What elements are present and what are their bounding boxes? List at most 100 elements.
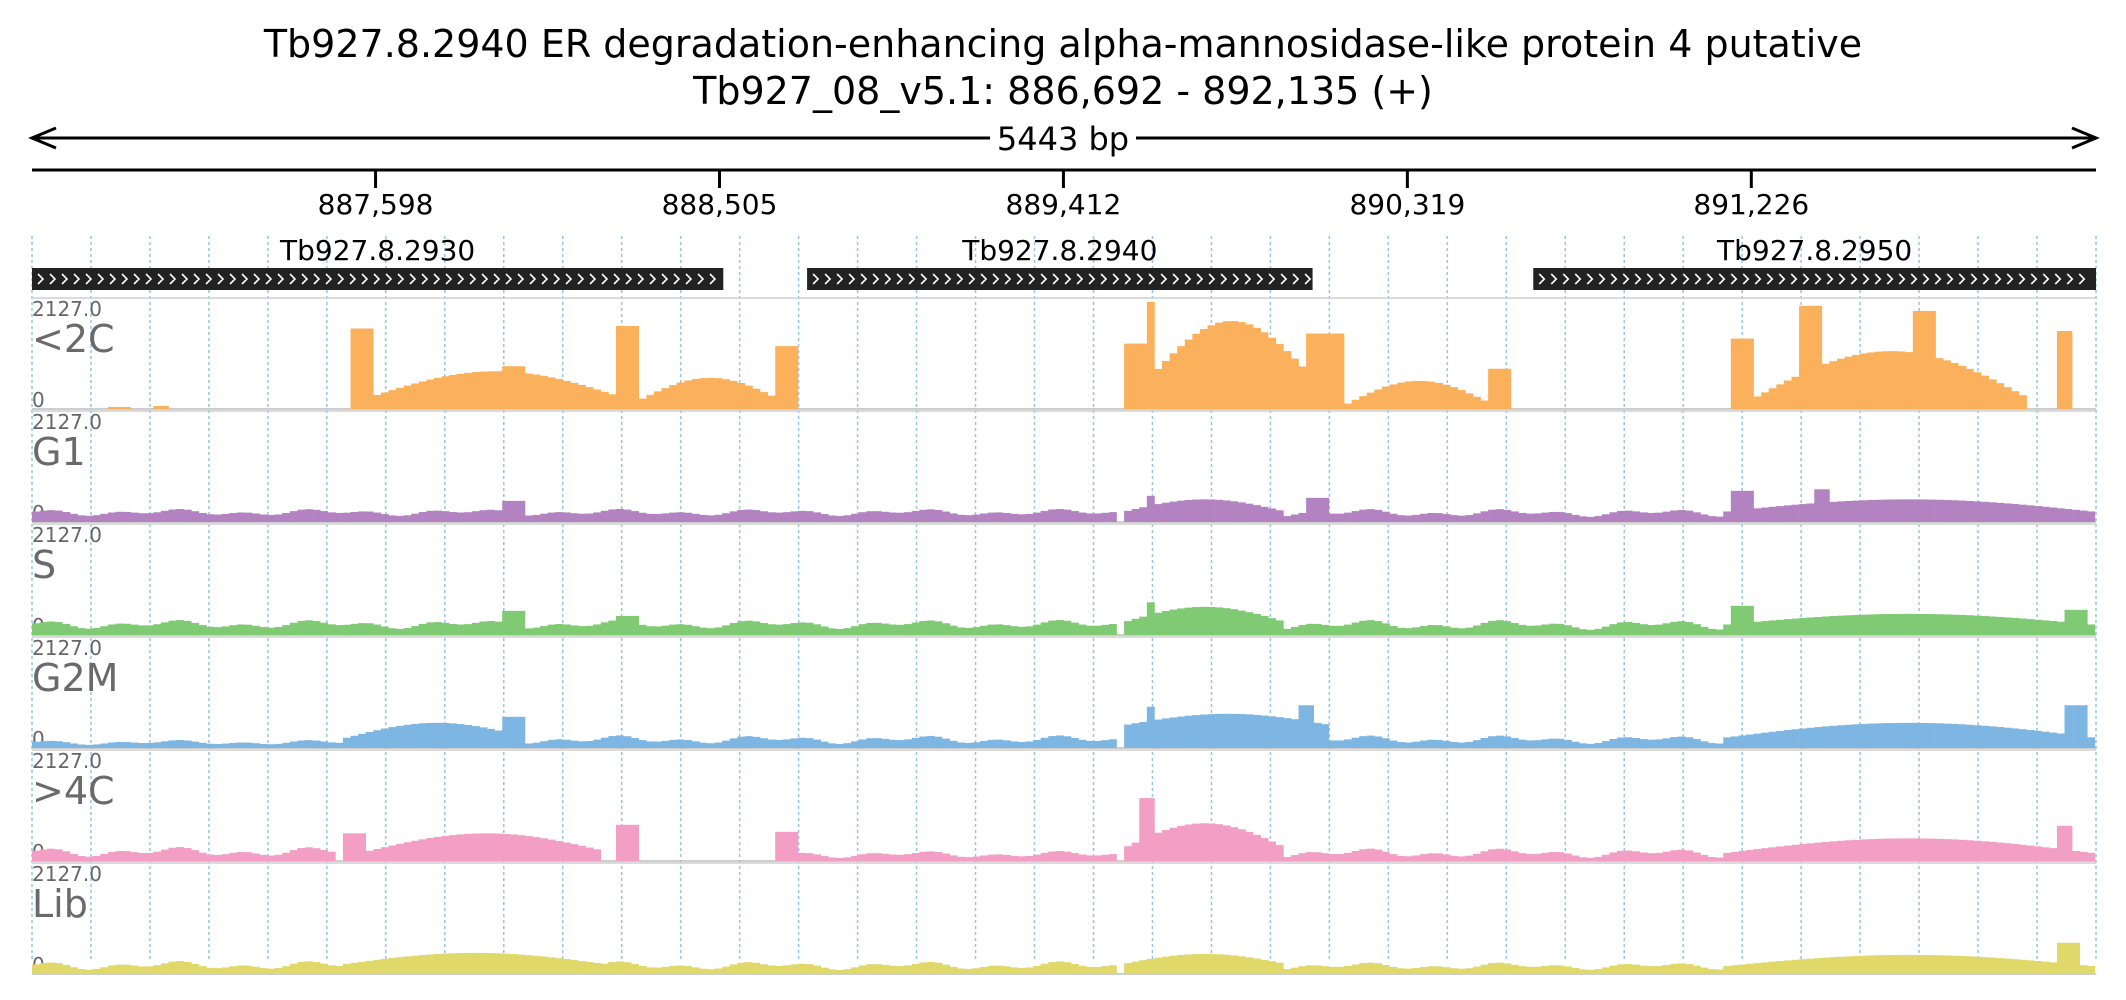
coverage-bar xyxy=(267,514,275,522)
coverage-bar xyxy=(509,954,518,974)
coverage-bar xyxy=(1928,838,1936,861)
coverage-bar xyxy=(805,738,814,748)
coverage-bar xyxy=(494,833,503,861)
coverage-bar xyxy=(1268,841,1277,861)
coverage-bar xyxy=(1662,738,1671,748)
coverage-bar xyxy=(631,511,640,522)
coverage-bar xyxy=(2011,504,2020,522)
coverage-bar xyxy=(1594,516,1603,522)
coverage-bar xyxy=(2079,705,2088,748)
coverage-bar xyxy=(2072,509,2080,522)
coverage-bar xyxy=(1594,743,1603,748)
coverage-bar xyxy=(1328,966,1337,974)
coverage-bar xyxy=(1283,516,1292,522)
coverage-bar xyxy=(851,513,859,522)
coverage-bar xyxy=(1162,502,1170,522)
coverage-bar xyxy=(1177,608,1186,635)
coverage-bar xyxy=(934,509,943,522)
coverage-bar xyxy=(1548,738,1557,748)
coverage-bar xyxy=(259,968,268,974)
coverage-bar xyxy=(168,740,177,748)
coverage-bar xyxy=(2026,619,2035,635)
coverage-bar xyxy=(843,628,852,635)
coverage-bar xyxy=(2049,507,2058,522)
coverage-bar xyxy=(562,380,571,409)
coverage-bar xyxy=(790,738,799,748)
coverage-bar xyxy=(183,509,192,522)
coverage-bar xyxy=(555,512,564,522)
coverage-bar xyxy=(1852,354,1861,409)
ruler-length-label: 5443 bp xyxy=(997,120,1129,158)
coverage-bar xyxy=(39,741,48,748)
coverage-bar xyxy=(904,854,913,861)
coverage-bar xyxy=(1162,611,1170,635)
coverage-bar xyxy=(1025,855,1034,861)
coverage-bar xyxy=(1852,614,1861,635)
coverage-bar xyxy=(2064,705,2073,748)
coverage-bar xyxy=(1632,851,1641,861)
coverage-bar xyxy=(441,723,450,748)
coverage-bar xyxy=(1783,619,1792,635)
coverage-bar xyxy=(1253,834,1261,861)
coverage-bar xyxy=(1928,955,1936,974)
coverage-bar xyxy=(600,391,609,409)
coverage-bar xyxy=(1359,509,1368,522)
coverage-bar xyxy=(1715,516,1724,522)
coverage-bar xyxy=(1184,715,1193,748)
coverage-bar xyxy=(115,511,124,522)
coverage-bar xyxy=(2041,620,2050,635)
coverage-bar xyxy=(1055,735,1064,748)
coverage-bar xyxy=(85,515,93,522)
coverage-bar xyxy=(2087,624,2096,635)
coverage-bar xyxy=(123,406,131,409)
coverage-bar xyxy=(1139,616,1148,635)
coverage-bar xyxy=(251,966,260,974)
coverage-bar xyxy=(1632,737,1641,748)
coverage-bar xyxy=(342,624,351,635)
coverage-bar xyxy=(1404,628,1413,635)
coverage-bar xyxy=(1950,500,1959,522)
coverage-bar xyxy=(2064,609,2073,635)
coverage-bar xyxy=(1465,515,1474,522)
coverage-bar xyxy=(1177,716,1186,748)
coverage-bar xyxy=(115,623,124,635)
coverage-bar xyxy=(47,510,56,522)
coverage-bar xyxy=(1055,619,1064,635)
coverage-bar xyxy=(1890,613,1898,635)
coverage-bar xyxy=(1639,965,1648,974)
coverage-bar xyxy=(388,628,397,635)
coverage-bar xyxy=(426,379,435,409)
coverage-bar xyxy=(282,625,291,635)
coverage-bar xyxy=(1359,736,1368,748)
coverage-bar xyxy=(107,512,116,522)
coverage-bar xyxy=(327,742,336,748)
coverage-bar xyxy=(100,743,109,748)
coverage-bar xyxy=(176,620,184,635)
coverage-bar xyxy=(1601,854,1610,861)
coverage-bar xyxy=(1412,514,1421,522)
coverage-bar xyxy=(145,625,154,635)
coverage-bar xyxy=(593,963,602,974)
coverage-bar xyxy=(1738,735,1747,748)
coverage-bar xyxy=(373,512,382,522)
coverage-bar xyxy=(623,509,632,522)
coverage-bar xyxy=(77,515,86,522)
coverage-bar xyxy=(1245,714,1254,748)
coverage-bar xyxy=(1806,503,1815,522)
coverage-bar xyxy=(1556,852,1565,861)
coverage-bar xyxy=(661,740,670,748)
coverage-bar xyxy=(1882,614,1891,635)
coverage-bar xyxy=(153,742,162,748)
coverage-bar xyxy=(631,325,640,409)
coverage-bar xyxy=(1935,614,1944,635)
coverage-bar xyxy=(1366,962,1375,974)
coverage-bar xyxy=(661,513,670,522)
coverage-bar xyxy=(1783,380,1792,409)
coverage-bar xyxy=(1192,954,1201,974)
coverage-bar xyxy=(1799,504,1807,522)
coverage-bar xyxy=(1973,956,1982,974)
coverage-bar xyxy=(942,738,950,748)
coverage-bar xyxy=(54,510,63,522)
coverage-bar xyxy=(972,514,981,522)
coverage-bar xyxy=(1040,737,1049,748)
